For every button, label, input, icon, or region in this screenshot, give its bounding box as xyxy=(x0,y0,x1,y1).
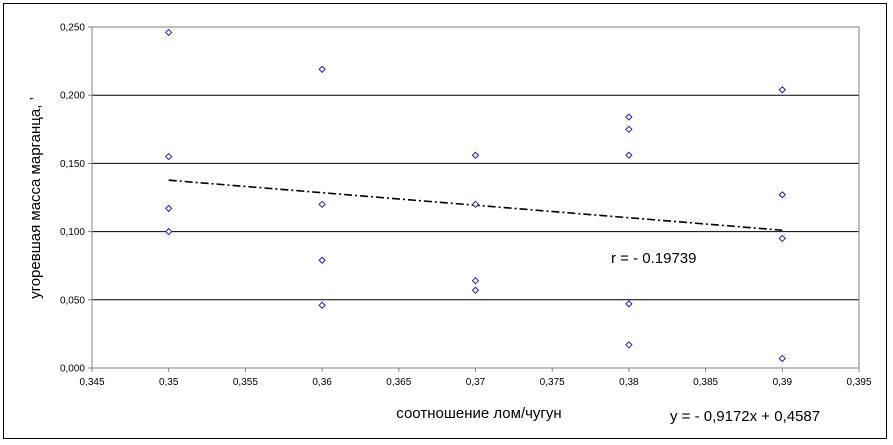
scatter-chart: 0,000 0,050 0,100 0,150 0,200 0,250 0,345 0,35… xyxy=(27,23,872,426)
data-point xyxy=(164,227,173,236)
y-tick-label: 0,200 xyxy=(60,91,85,102)
grid-layer xyxy=(92,94,859,301)
data-point xyxy=(318,256,326,264)
data-point xyxy=(164,28,173,37)
data-point xyxy=(318,200,326,209)
y-tick-label: 0,050 xyxy=(60,295,85,306)
data-point xyxy=(318,301,326,309)
x-tick-label: 0,39 xyxy=(773,377,793,388)
y-tick-label: 0,250 xyxy=(60,23,85,34)
x-tick-label: 0,345 xyxy=(79,377,104,388)
trendline-equation: y = - 0,9172x + 0,4587 xyxy=(670,408,820,425)
data-point xyxy=(778,191,787,199)
data-point xyxy=(164,204,173,213)
data-point xyxy=(471,151,480,159)
x-tick-label: 0,385 xyxy=(693,377,718,388)
x-tick-label: 0,36 xyxy=(312,377,332,388)
data-points xyxy=(164,28,787,363)
x-axis-title: соотношение лом/чугун xyxy=(396,405,561,422)
x-tick-label: 0,365 xyxy=(386,377,411,388)
x-axis-ticks: 0,345 0,35 0,355 0,36 0,365 0,37 0,375 0,38 0,38… xyxy=(79,368,872,388)
x-tick-label: 0,355 xyxy=(233,377,258,388)
x-tick-label: 0,35 xyxy=(159,377,179,388)
data-point xyxy=(625,151,633,159)
data-point xyxy=(625,113,633,121)
data-point xyxy=(471,276,480,285)
data-point xyxy=(778,86,787,94)
y-tick-label: 0,100 xyxy=(60,227,85,238)
data-point xyxy=(625,125,633,134)
data-point xyxy=(471,286,480,294)
data-point xyxy=(778,354,787,363)
x-tick-label: 0,37 xyxy=(466,377,486,388)
x-tick-label: 0,395 xyxy=(846,377,871,388)
x-tick-label: 0,38 xyxy=(619,377,639,388)
data-point xyxy=(318,65,326,73)
data-point xyxy=(625,341,633,349)
data-point xyxy=(778,234,787,243)
x-tick-label: 0,375 xyxy=(540,377,565,388)
y-tick-label: 0,150 xyxy=(60,159,85,170)
data-point xyxy=(625,300,633,308)
y-axis-title: угоревшая масса марганца, ’ xyxy=(27,97,44,299)
plot-area xyxy=(91,26,860,369)
correlation-label: r = - 0.19739 xyxy=(611,250,696,267)
data-point xyxy=(164,152,173,161)
y-axis-ticks: 0,000 0,050 0,100 0,150 0,200 0,250 xyxy=(60,23,92,375)
chart-frame: 0,000 0,050 0,100 0,150 0,200 0,250 0,345 0,35… xyxy=(3,3,887,439)
data-point xyxy=(471,200,480,209)
y-tick-label: 0,000 xyxy=(60,364,85,375)
